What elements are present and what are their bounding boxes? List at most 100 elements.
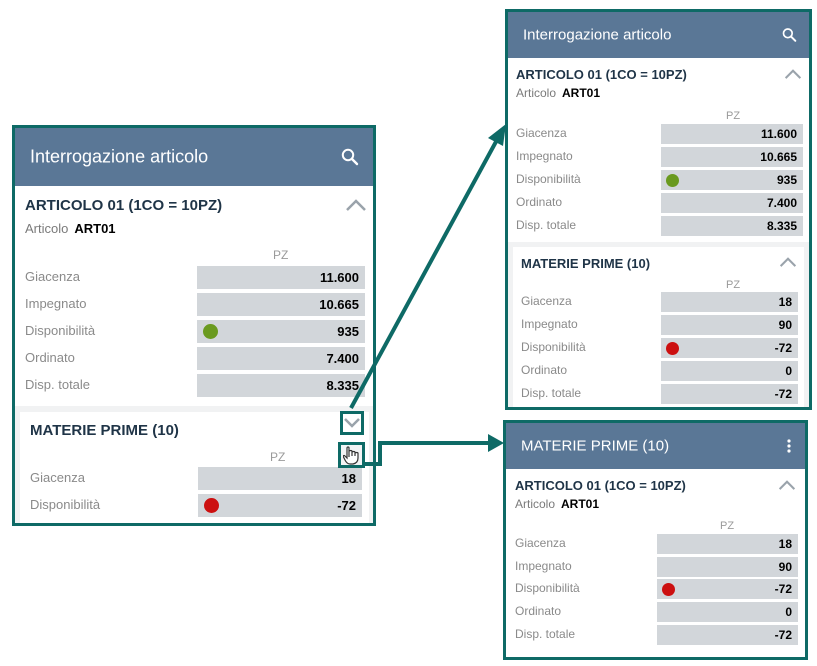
material-row: Disp. totale -72 [513,384,804,405]
row-label: Disp. totale [516,218,577,232]
article-code: ART01 [74,221,116,236]
row-label: Giacenza [515,536,566,550]
chevron-up-icon[interactable] [778,479,796,491]
card-title: ARTICOLO 01 (1CO = 10PZ) [516,67,687,82]
row-value: 18 [198,467,362,490]
header-title: Interrogazione articolo [30,146,209,167]
search-icon[interactable] [782,28,797,43]
availability-status-dot [203,324,218,339]
article-code-line: Articolo ART01 [25,221,116,236]
article-code-line: Articolo ART01 [515,497,599,511]
row-label: Giacenza [516,126,567,140]
article-card: ARTICOLO 01 (1CO = 10PZ) Articolo ART01 P… [506,469,805,657]
stock-row: Impegnato 10.665 [508,147,809,168]
row-value: -72 [661,384,798,404]
row-label: Ordinato [25,350,75,365]
availability-status-dot [666,342,679,355]
row-value: 10.665 [197,293,365,316]
materials-title: MATERIE PRIME (10) [30,422,179,439]
material-row: Impegnato 90 [513,315,804,336]
chevron-down-highlight[interactable] [340,411,364,435]
row-label: Giacenza [521,294,572,308]
stock-row: Disponibilità -72 [506,579,805,600]
materials-card: MATERIE PRIME (10) PZ Giacenza 18 Dispon… [20,412,369,523]
material-row: Ordinato 0 [513,361,804,382]
stock-row: Disponibilità 935 [15,320,373,344]
row-value: 11.600 [197,266,365,289]
row-label: Impegnato [25,296,87,311]
unit-label: PZ [720,520,735,532]
article-card: ARTICOLO 01 (1CO = 10PZ) Articolo ART01 P… [15,186,373,406]
row-label: Disponibilità [521,340,586,354]
left-panel: Interrogazione articolo ARTICOLO 01 (1CO… [12,125,376,526]
unit-label: PZ [726,279,741,291]
top-right-panel: Interrogazione articolo ARTICOLO 01 (1CO… [505,9,812,410]
stock-row: Ordinato 0 [506,602,805,623]
row-label: Ordinato [521,363,568,377]
search-icon[interactable] [341,148,359,166]
pointer-highlight [338,442,365,468]
row-value: -72 [657,625,798,645]
row-label: Disponibilità [25,323,96,338]
row-value: 935 [197,320,365,343]
stock-row: Disp. totale 8.335 [508,216,809,237]
article-label: Articolo [515,497,556,511]
row-value: 18 [657,534,798,554]
row-label: Impegnato [515,559,572,573]
row-label: Disponibilità [30,497,101,512]
article-code-line: Articolo ART01 [516,86,600,100]
article-code: ART01 [562,86,601,100]
unit-label: PZ [726,110,741,122]
row-label: Disp. totale [521,386,582,400]
app-header: Interrogazione articolo [508,12,809,58]
more-vertical-icon[interactable] [787,439,791,453]
availability-status-dot [204,498,219,513]
header-title: Interrogazione articolo [523,26,672,44]
availability-status-dot [662,583,675,596]
stock-row: Impegnato 10.665 [15,293,373,317]
row-label: Ordinato [516,195,563,209]
row-label: Disponibilità [516,172,581,186]
row-label: Disponibilità [515,581,580,595]
app-header: Interrogazione articolo [15,128,373,186]
unit-label: PZ [273,248,289,262]
stock-row: Disp. totale 8.335 [15,374,373,398]
article-label: Articolo [516,86,557,100]
stock-row: Giacenza 11.600 [508,124,809,145]
row-value: 7.400 [197,347,365,370]
row-value: 11.600 [661,124,803,144]
stock-row: Impegnato 90 [506,557,805,578]
app-header: MATERIE PRIME (10) [506,423,805,469]
article-card: ARTICOLO 01 (1CO = 10PZ) Articolo ART01 P… [508,58,809,242]
stock-row: Disponibilità 935 [508,170,809,191]
row-value: 935 [661,170,803,190]
chevron-up-icon[interactable] [345,198,367,212]
row-label: Giacenza [30,470,85,485]
row-value: 7.400 [661,193,803,213]
row-value: 18 [661,292,798,312]
row-value: 10.665 [661,147,803,167]
row-value: -72 [657,579,798,599]
row-value: -72 [198,494,362,517]
materials-title: MATERIE PRIME (10) [521,256,651,271]
stock-row: Ordinato 7.400 [15,347,373,371]
row-value: 90 [657,557,798,577]
stock-row: Disp. totale -72 [506,625,805,646]
row-value: 90 [661,315,798,335]
row-label: Giacenza [25,269,80,284]
article-label: Articolo [25,221,69,236]
unit-label: PZ [270,450,286,464]
row-label: Impegnato [521,317,578,331]
row-value: 8.335 [197,374,365,397]
material-row: Disponibilità -72 [513,338,804,359]
chevron-up-icon[interactable] [784,68,802,80]
chevron-down-icon[interactable] [343,416,361,430]
row-value: 0 [657,602,798,622]
row-value: 8.335 [661,216,803,236]
material-row: Giacenza 18 [20,467,369,491]
chevron-up-icon[interactable] [779,256,797,268]
stock-row: Giacenza 18 [506,534,805,555]
material-row: Disponibilità -72 [20,494,369,518]
bottom-right-panel: MATERIE PRIME (10) ARTICOLO 01 (1CO = 10… [503,420,808,660]
